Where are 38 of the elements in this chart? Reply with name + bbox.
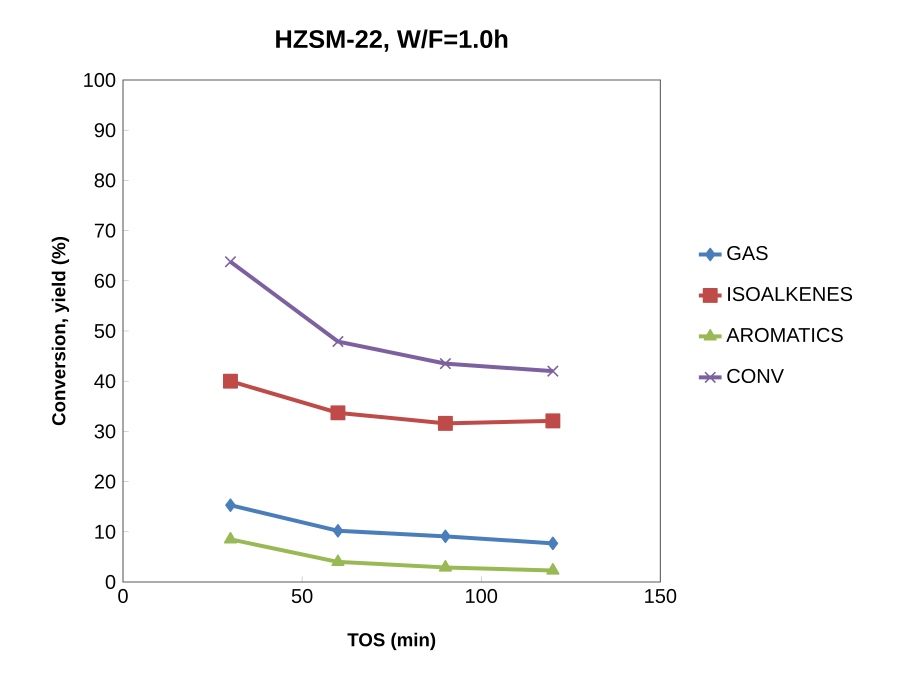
point bbox=[223, 374, 238, 389]
point bbox=[225, 498, 236, 512]
legend-label: CONV bbox=[727, 368, 784, 384]
legend-label: GAS bbox=[727, 246, 768, 260]
point bbox=[224, 256, 236, 268]
point bbox=[330, 405, 346, 420]
point bbox=[331, 554, 345, 566]
point bbox=[440, 530, 451, 544]
x-tick-label: 150 bbox=[645, 588, 676, 604]
point bbox=[545, 413, 560, 428]
x-tick-label: 0 bbox=[118, 588, 128, 604]
chart-title: HZSM-22, W/F=1.0h bbox=[276, 29, 508, 52]
legend-label: AROMATICS bbox=[726, 328, 843, 342]
y-tick-label: 0 bbox=[106, 574, 116, 590]
y-tick-label: 40 bbox=[94, 374, 116, 388]
x-axis-title: TOS (min) bbox=[347, 632, 436, 650]
point bbox=[439, 358, 452, 370]
y-tick-label: 90 bbox=[94, 123, 116, 138]
point bbox=[438, 416, 453, 431]
legend-label: ISOALKENES bbox=[728, 286, 852, 302]
y-tick-label: 10 bbox=[95, 524, 116, 539]
y-tick-label: 30 bbox=[94, 424, 116, 438]
point bbox=[332, 336, 344, 348]
point bbox=[546, 365, 559, 378]
y-axis-title: Conversion, yield (%) bbox=[52, 237, 70, 426]
y-tick-label: 20 bbox=[94, 474, 116, 489]
y-tick-label: 80 bbox=[94, 173, 116, 188]
y-tick-label: 70 bbox=[94, 224, 116, 238]
x-tick-label: 50 bbox=[292, 588, 312, 604]
point bbox=[332, 524, 344, 538]
y-tick-label: 100 bbox=[84, 72, 116, 88]
point bbox=[548, 536, 558, 550]
point bbox=[438, 560, 452, 572]
y-tick-label: 60 bbox=[94, 274, 116, 288]
y-tick-label: 50 bbox=[94, 324, 116, 338]
point bbox=[546, 562, 560, 575]
x-tick-label: 100 bbox=[466, 588, 498, 604]
point bbox=[224, 532, 238, 544]
